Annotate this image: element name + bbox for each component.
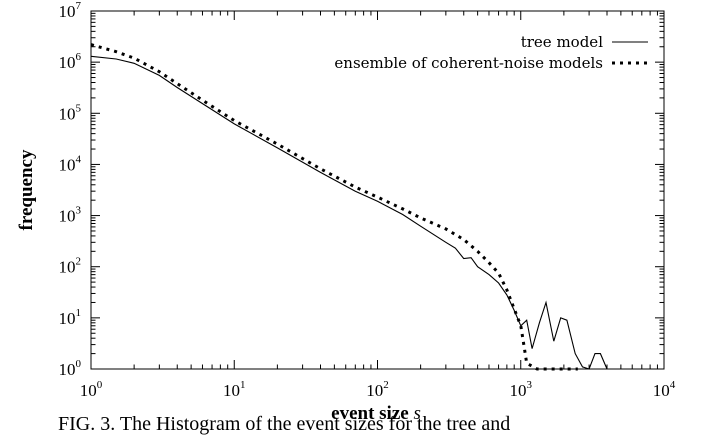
series-line-1 [91, 56, 607, 369]
x-tick-labels: 100 101 102 103 104 [80, 379, 676, 400]
x-tick-label: 100 [80, 379, 103, 400]
y-tick-label: 107 [59, 0, 82, 21]
y-axis-label: frequency [16, 149, 37, 230]
y-tick-label: 100 [59, 358, 82, 379]
y-tick-labels: 100 101 102 103 104 105 106 107 [59, 0, 82, 379]
legend-label-2: ensemble of coherent-noise models [334, 54, 603, 72]
x-tick-label: 103 [510, 379, 533, 400]
y-tick-label: 102 [59, 256, 82, 277]
legend-label-1: tree model [521, 33, 603, 51]
figure-caption: FIG. 3. The Histogram of the event sizes… [58, 414, 510, 434]
y-tick-label: 106 [59, 51, 82, 72]
y-tick-label: 101 [59, 307, 82, 328]
y-tick-label: 104 [59, 153, 82, 174]
x-tick-label: 101 [223, 379, 246, 400]
y-tick-label: 105 [59, 102, 82, 123]
series [91, 45, 607, 369]
series-line-2 [91, 45, 578, 369]
y-tick-label: 103 [59, 205, 82, 226]
x-tick-label: 104 [653, 379, 676, 400]
legend: tree model ensemble of coherent-noise mod… [334, 33, 648, 72]
x-tick-label: 102 [366, 379, 389, 400]
